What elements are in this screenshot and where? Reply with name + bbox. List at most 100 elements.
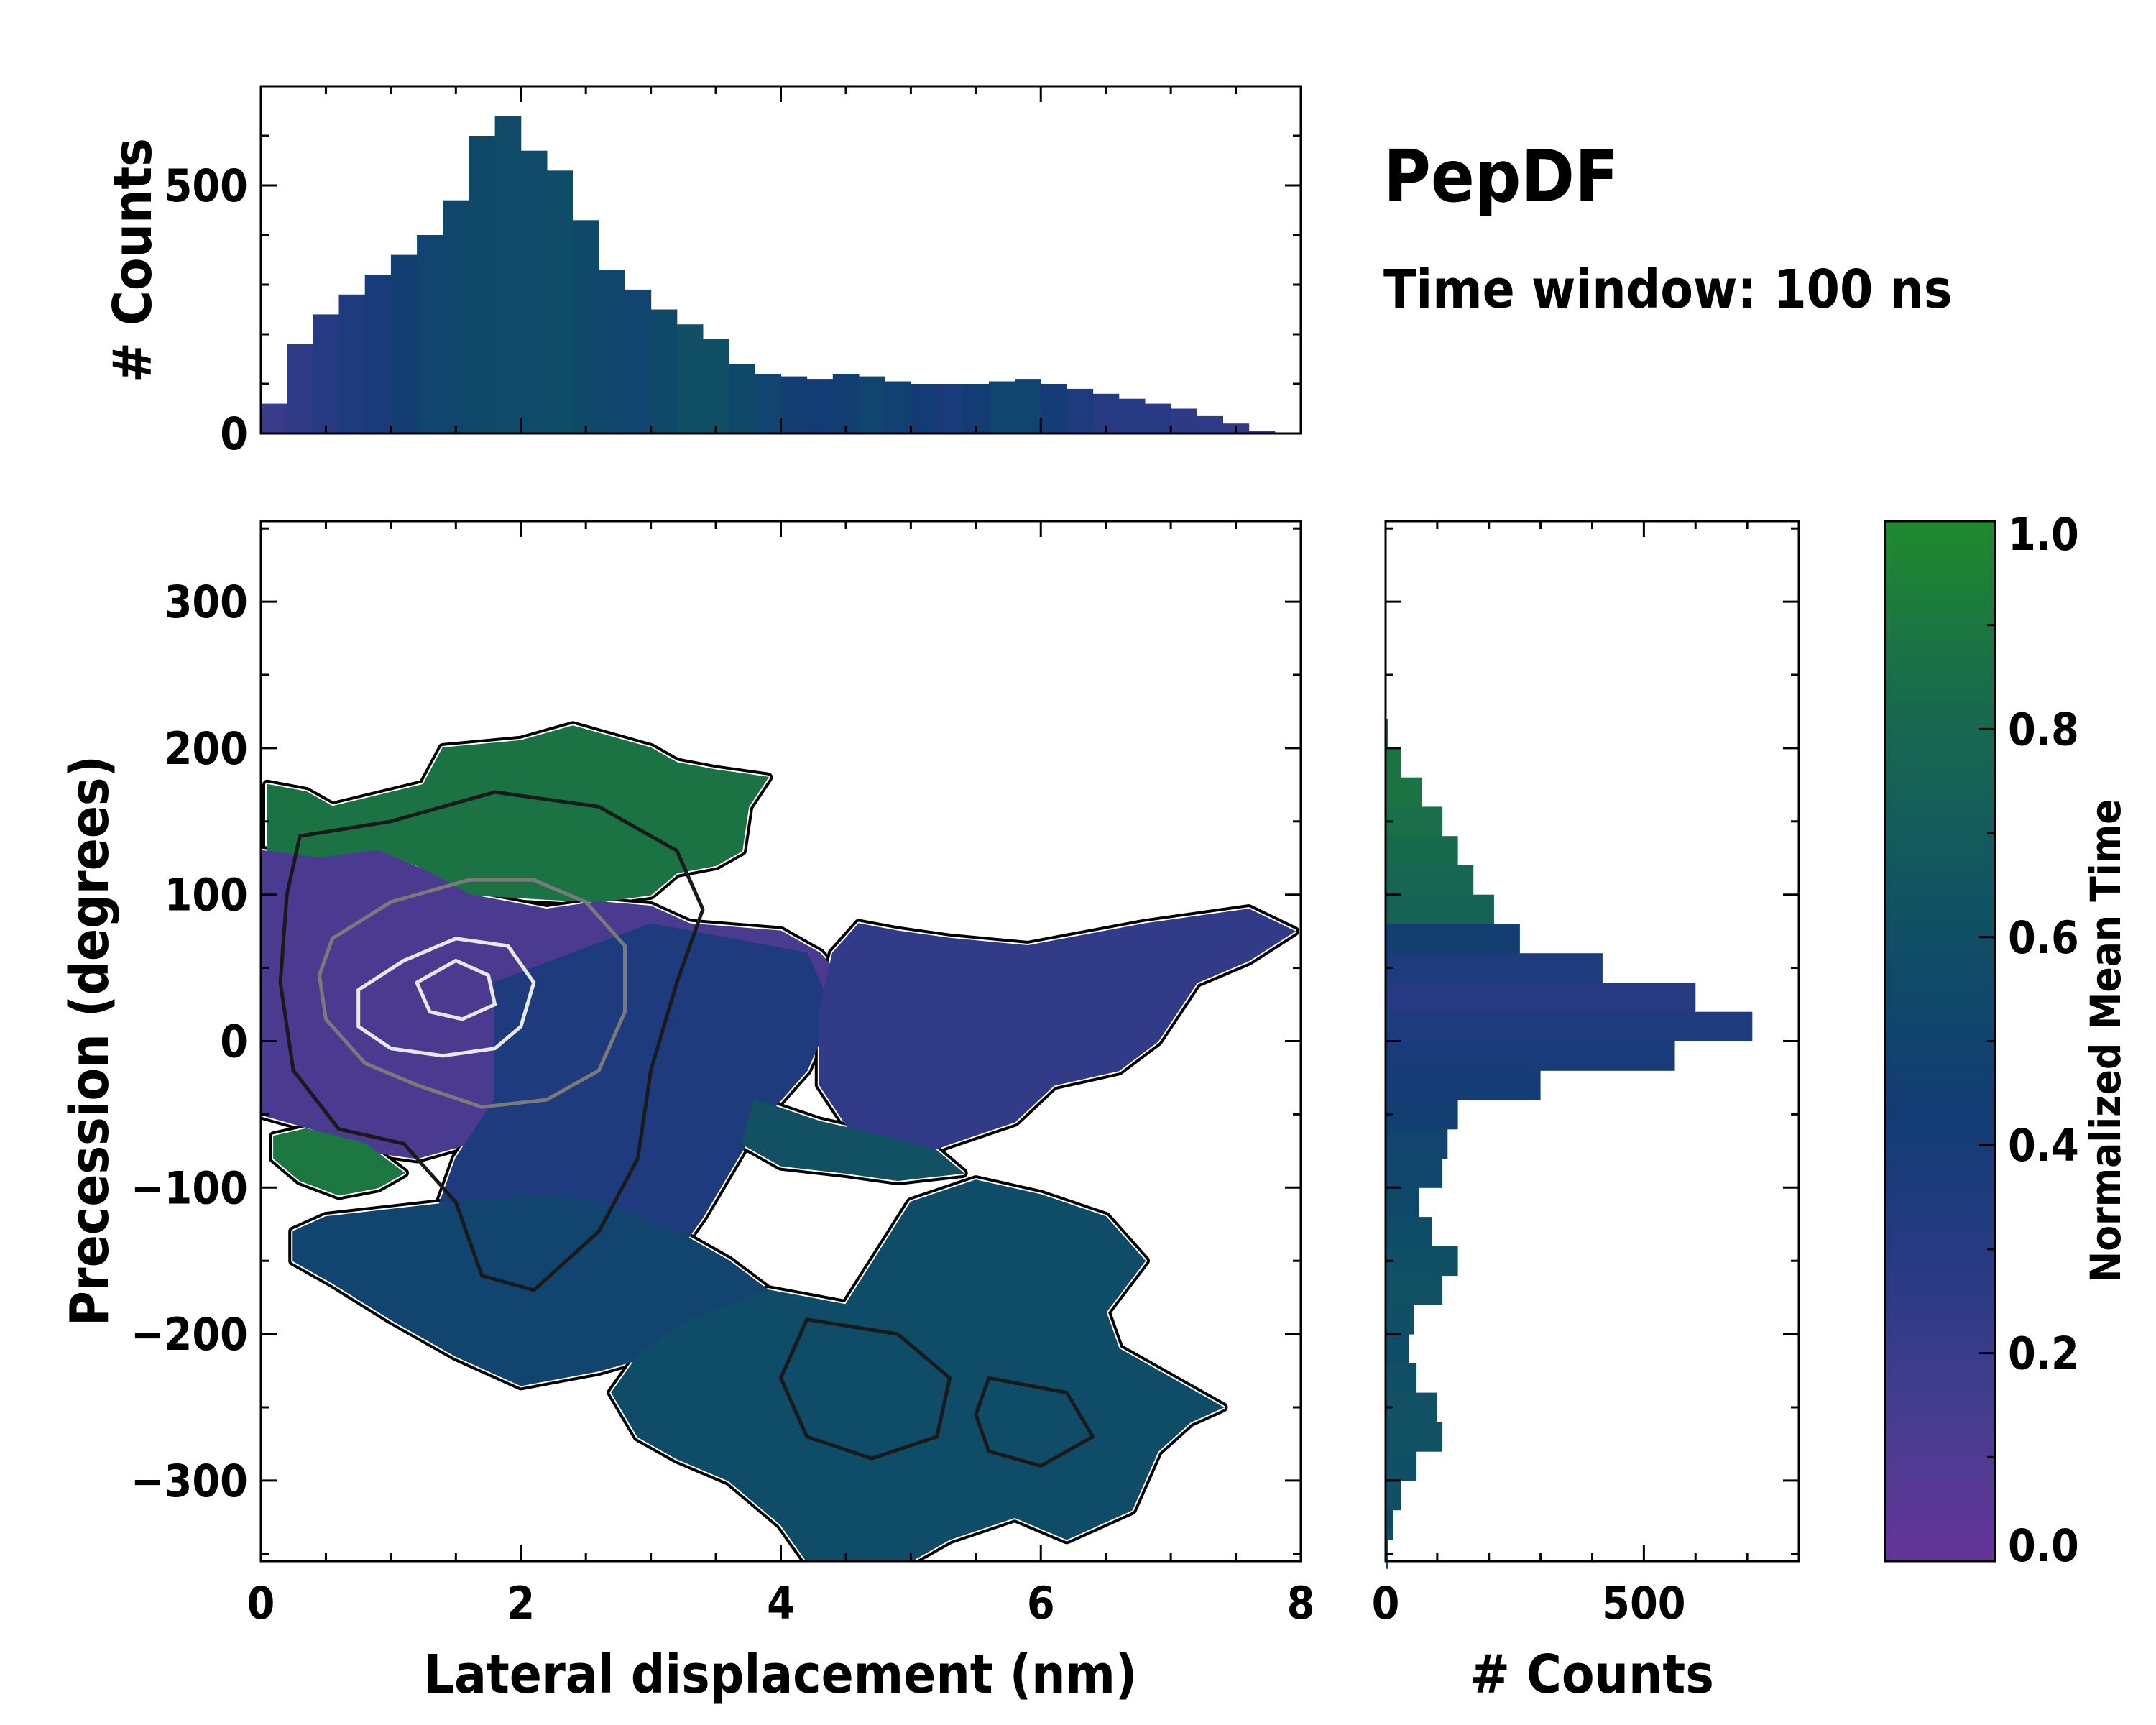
- region-fill-upper-lobe: [267, 725, 770, 903]
- top-histogram-bar: [261, 403, 287, 433]
- top-ytick-label: 0: [220, 408, 248, 460]
- colorbar-tick-label: 0.4: [2008, 1119, 2079, 1172]
- top-histogram-ticks: 0 500: [165, 85, 1302, 460]
- region-fill-middle-bridge: [741, 1098, 965, 1182]
- top-histogram-bar: [988, 381, 1015, 433]
- right-histogram-bar: [1386, 836, 1458, 866]
- top-histogram-bar: [287, 344, 313, 433]
- contour-mid-0: [317, 878, 627, 1109]
- right-histogram-bar: [1386, 983, 1696, 1013]
- colorbar-tick-label: 0.2: [2008, 1328, 2079, 1380]
- region-fill-lower-right: [611, 1179, 1225, 1561]
- right-histogram-bar: [1386, 777, 1422, 807]
- main-ytick-label: 200: [165, 722, 248, 775]
- right-xtick-label: 0: [1372, 1577, 1400, 1629]
- top-histogram-bar: [806, 379, 834, 433]
- right-histogram-bar: [1386, 1100, 1458, 1130]
- region-fill-right-arm: [819, 908, 1296, 1159]
- right-histogram-panel: 0 500 # Counts: [1372, 520, 1800, 1706]
- right-histogram-bar: [1386, 924, 1520, 954]
- main-ytick-label: −100: [131, 1162, 248, 1214]
- main-xtick-label: 8: [1287, 1577, 1315, 1629]
- contour-low-2: [974, 1376, 1095, 1468]
- top-histogram-bar: [469, 136, 496, 433]
- main-ticks: 0 2 4 6 8 −300 −200 −100 0 100 200 300: [131, 521, 1315, 1629]
- contour-high-1: [415, 958, 497, 1021]
- top-histogram-bar: [885, 381, 911, 433]
- top-histogram-bar: [573, 220, 599, 433]
- top-histogram-bar: [1118, 398, 1146, 433]
- right-histogram-bar: [1386, 1070, 1541, 1100]
- right-histogram-bar: [1386, 1041, 1675, 1071]
- right-histogram-bar: [1386, 748, 1401, 778]
- top-histogram-bar: [1145, 403, 1171, 433]
- main-xtick-label: 0: [247, 1577, 275, 1629]
- main-xtick-label: 2: [507, 1577, 535, 1629]
- top-histogram-bar: [1041, 384, 1067, 433]
- top-histogram-bar: [936, 384, 964, 433]
- main-ytick-label: 300: [165, 576, 248, 628]
- top-histogram-bar: [390, 254, 418, 433]
- top-histogram-ylabel: # Counts: [102, 138, 164, 382]
- colorbar-gradient: [1885, 521, 1995, 1561]
- right-histogram-bar: [1386, 719, 1388, 749]
- main-ytick-label: −200: [131, 1308, 248, 1361]
- top-histogram-bar: [832, 374, 860, 433]
- top-histogram-bars: [261, 116, 1276, 434]
- top-histogram-bar: [313, 314, 340, 433]
- right-histogram-bar: [1386, 1187, 1419, 1218]
- colorbar-tick-label: 0.8: [2008, 703, 2079, 755]
- top-histogram-bar: [1197, 415, 1223, 433]
- top-histogram-bar: [1171, 408, 1197, 433]
- right-histogram-bar: [1386, 806, 1443, 837]
- top-histogram-bar: [676, 324, 704, 433]
- contour-high-0: [356, 937, 536, 1058]
- right-histogram-ticks: 0 500: [1372, 521, 1800, 1629]
- colorbar: 0.0 0.2 0.4 0.6 0.8 1.0 Normalized Mean Time: [1884, 508, 2130, 1572]
- top-histogram-bar: [417, 235, 443, 433]
- main-ytick-label: 0: [220, 1016, 248, 1068]
- main-ytick-label: 100: [165, 869, 248, 921]
- right-histogram-bar: [1386, 1509, 1393, 1540]
- top-histogram-bar: [780, 376, 808, 433]
- top-histogram-bar: [755, 374, 781, 433]
- right-histogram-bar: [1386, 953, 1603, 983]
- contour-low-0: [278, 790, 705, 1292]
- figure-title: PepDF: [1383, 134, 1619, 218]
- region-fill-left-green-patch: [273, 1128, 405, 1196]
- right-histogram-bar: [1386, 1246, 1458, 1276]
- colorbar-tick-label: 0.0: [2008, 1519, 2079, 1572]
- top-histogram-bar: [650, 309, 678, 433]
- main-ytick-label: −300: [131, 1455, 248, 1507]
- top-histogram-bar: [1067, 388, 1094, 433]
- top-histogram-bar: [962, 384, 990, 433]
- right-histogram-xlabel: # Counts: [1470, 1644, 1714, 1706]
- top-histogram-bar: [703, 339, 729, 433]
- right-xtick-label: 500: [1602, 1577, 1685, 1629]
- top-histogram-bar: [546, 170, 573, 434]
- right-histogram-bar: [1386, 1392, 1437, 1422]
- contour-low-1: [779, 1317, 952, 1460]
- right-histogram-bar: [1386, 1480, 1401, 1511]
- main-xtick-label: 4: [767, 1577, 795, 1629]
- main-ylabel: Precession (degrees): [59, 755, 121, 1326]
- top-histogram-bar: [599, 270, 625, 433]
- right-histogram-bar: [1386, 1128, 1448, 1159]
- colorbar-tick-label: 1.0: [2008, 508, 2079, 561]
- top-histogram-bar: [859, 376, 885, 433]
- top-ytick-label: 500: [165, 160, 248, 212]
- heatmap-regions: [261, 721, 1299, 1561]
- right-histogram-bar: [1386, 1363, 1417, 1394]
- top-histogram-bar: [338, 294, 366, 433]
- top-histogram-bar: [911, 384, 938, 433]
- main-xtick-label: 6: [1027, 1577, 1055, 1629]
- right-histogram-bar: [1386, 1422, 1443, 1452]
- right-histogram-bar: [1386, 1275, 1443, 1305]
- top-histogram-bar: [443, 200, 469, 433]
- top-histogram-bar: [364, 275, 392, 433]
- density-contours: [278, 790, 1095, 1468]
- main-xlabel: Lateral displacement (nm): [424, 1644, 1138, 1706]
- right-histogram-bar: [1386, 865, 1474, 896]
- right-histogram-bar: [1386, 1217, 1432, 1247]
